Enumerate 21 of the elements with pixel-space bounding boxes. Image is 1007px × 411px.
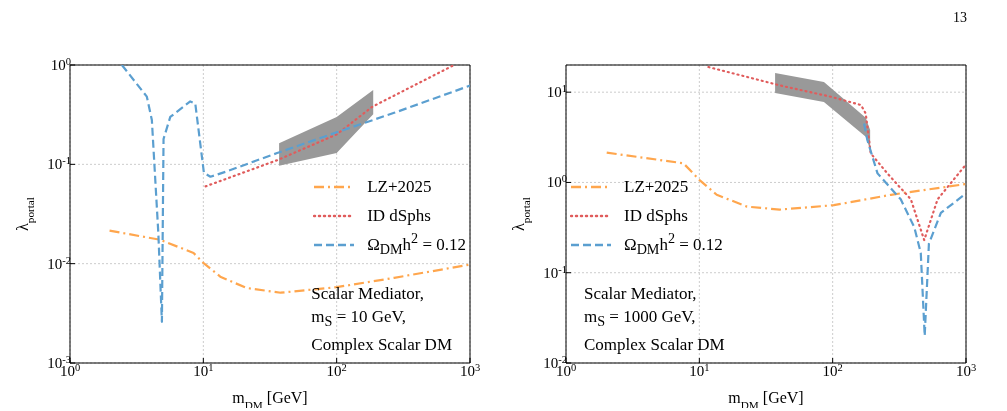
x-tick-label: 10$^{1}$ xyxy=(689,361,710,379)
legend-label: ID dSphs xyxy=(367,205,431,226)
y-tick-label: 10$^{-1}$ xyxy=(47,154,71,173)
legend-label: Ω$_{DM}$h$^{2}$ = 0.12 xyxy=(624,230,723,259)
x-tick-label: 10$^{2}$ xyxy=(822,361,843,379)
x-tick-label: 10$^{3}$ xyxy=(955,361,977,379)
y-tick-label: 10$^{-1}$ xyxy=(543,263,567,281)
y-tick-label: 10$^{0}$ xyxy=(546,172,567,191)
x-tick-label: 10$^{2}$ xyxy=(326,361,347,379)
annotation: Scalar Mediator, m$_{S}$ = 1000 GeV, Complex Scalar DM xyxy=(584,283,725,357)
legend-label: LZ+2025 xyxy=(624,176,689,197)
y-tick-label: 10$^{1}$ xyxy=(546,82,567,101)
legend-label: ID dSphs xyxy=(624,205,688,226)
x-tick-label: 10$^{3}$ xyxy=(459,361,481,379)
y-tick-label: 10$^{0}$ xyxy=(50,55,71,73)
y-tick-label: 10$^{-2}$ xyxy=(47,254,71,272)
text: 13 xyxy=(953,10,967,26)
x-tick-label: 10$^{1}$ xyxy=(193,361,214,379)
legend-label: LZ+2025 xyxy=(367,176,432,197)
annotation: Scalar Mediator, m$_{S}$ = 10 GeV, Complex Scalar DM xyxy=(311,283,452,357)
legend-label: Ω$_{DM}$h$^{2}$ = 0.12 xyxy=(367,230,466,259)
